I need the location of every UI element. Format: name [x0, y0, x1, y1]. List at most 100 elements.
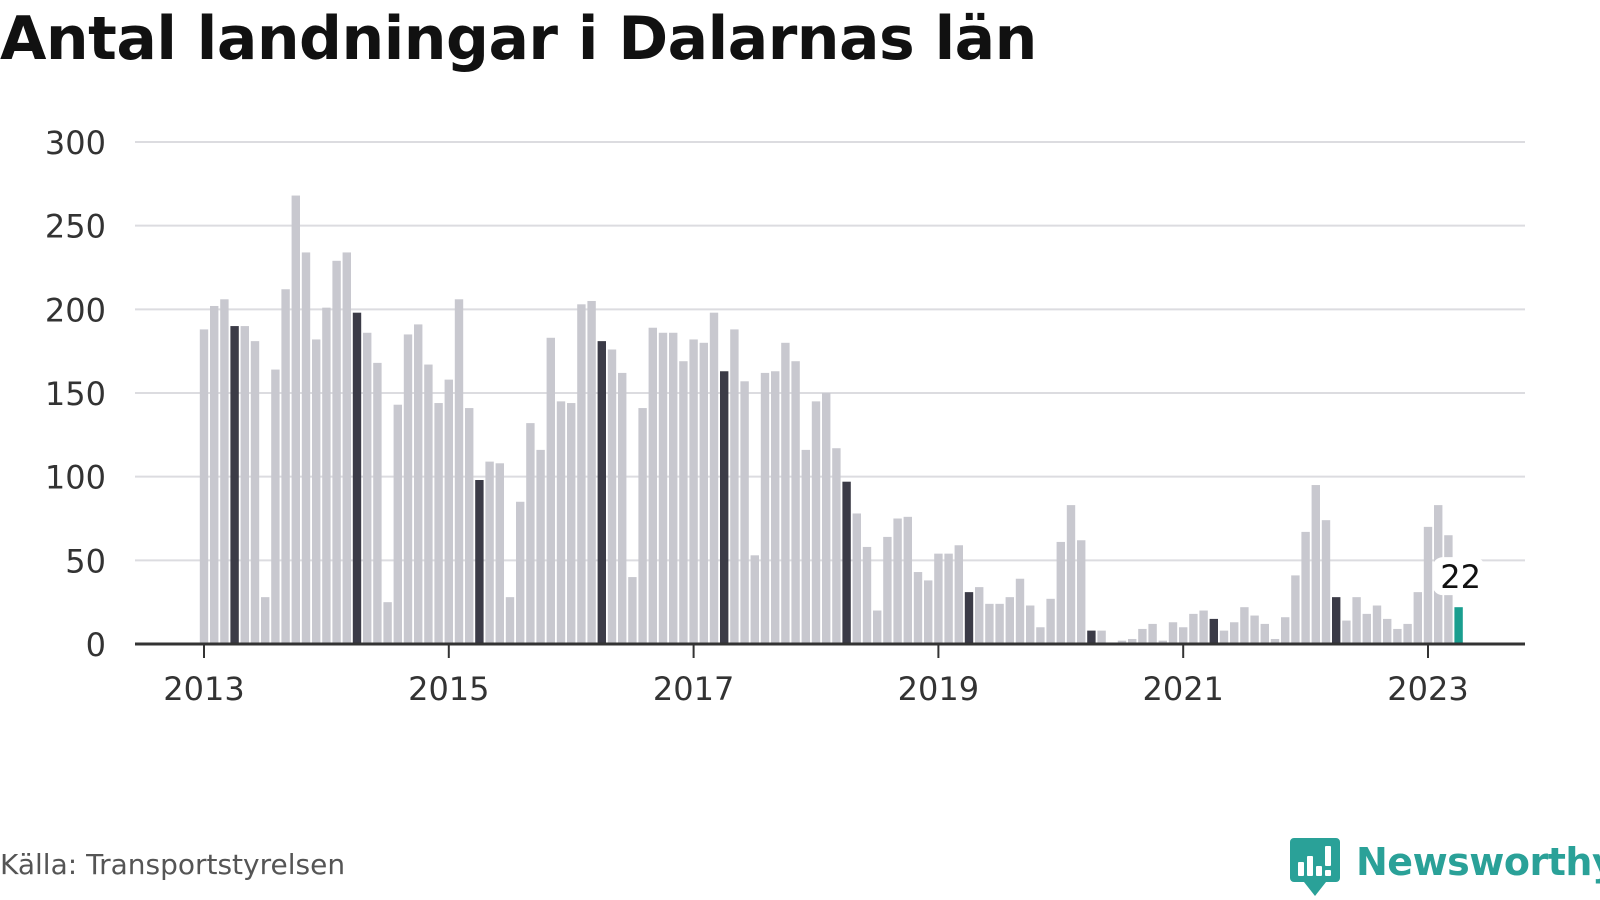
y-tick-label: 200 [45, 291, 106, 329]
bar [903, 516, 912, 644]
y-axis-ticks: 0 50 100 150 200 250 300 [45, 124, 106, 664]
bar [618, 372, 627, 644]
x-tick-label: 2015 [408, 670, 489, 708]
bar [444, 379, 453, 644]
bar [801, 449, 810, 644]
bar [1403, 623, 1412, 644]
bar [465, 408, 474, 644]
bar [1117, 640, 1127, 644]
bar [1148, 623, 1157, 644]
bar [1423, 526, 1433, 644]
bar [230, 326, 239, 644]
bar [709, 312, 719, 644]
bar [893, 518, 902, 644]
bar [383, 602, 392, 644]
bar [1260, 623, 1269, 644]
x-tick-label: 2021 [1142, 670, 1223, 708]
bar [577, 304, 586, 644]
bar [913, 572, 923, 644]
bar [1270, 638, 1280, 644]
bar [750, 555, 759, 644]
bar [261, 597, 270, 644]
y-tick-label: 150 [45, 375, 106, 413]
bar [424, 364, 433, 644]
bar [771, 371, 780, 644]
bar [516, 501, 525, 644]
newsworthy-brand: Newsworthy [1290, 838, 1600, 898]
bar [281, 289, 290, 644]
bar [638, 408, 647, 644]
brand-name: Newsworthy [1356, 840, 1600, 884]
bar [1199, 610, 1208, 644]
y-tick-label: 0 [86, 626, 106, 664]
latest-value-label: 22 [1440, 558, 1481, 596]
latest-value-callout: 22 [1432, 557, 1485, 596]
bar [1230, 622, 1239, 644]
bar [312, 339, 321, 644]
bar [1036, 627, 1045, 644]
y-tick-label: 300 [45, 124, 106, 162]
bar [1342, 620, 1351, 644]
bar [505, 597, 515, 644]
bar [556, 401, 566, 644]
bar [220, 299, 229, 644]
bar [363, 332, 372, 644]
bar [403, 334, 413, 644]
bar [1362, 613, 1371, 644]
y-tick-label: 250 [45, 208, 106, 246]
bar [567, 403, 576, 644]
bar [679, 361, 688, 644]
bar [924, 580, 933, 644]
bar [944, 553, 953, 644]
bar [1332, 597, 1341, 644]
bar [699, 342, 708, 644]
bar [689, 339, 698, 644]
bar [852, 513, 861, 644]
bar [1066, 505, 1076, 644]
bar [210, 305, 219, 644]
bar [1383, 618, 1392, 644]
bar [199, 329, 209, 644]
bar [271, 369, 280, 644]
bar [1005, 597, 1014, 644]
bar [1311, 485, 1320, 644]
bar [1168, 622, 1178, 644]
bar [393, 404, 402, 644]
bar [781, 342, 790, 644]
bar [1393, 628, 1402, 644]
bar [720, 371, 729, 644]
x-axis-ticks: 2013 2015 2017 2019 2021 2023 [163, 644, 1469, 708]
bar [1158, 640, 1167, 644]
bar [648, 327, 657, 644]
bar [301, 252, 311, 644]
bar [873, 610, 882, 644]
bar [628, 577, 637, 644]
bar [832, 448, 841, 644]
latest-value-bg [1432, 557, 1485, 596]
bar [975, 587, 984, 644]
bar [791, 361, 800, 644]
bar [1189, 613, 1198, 644]
bar [1291, 575, 1300, 644]
bar [291, 195, 300, 645]
bar [495, 463, 504, 644]
bar [1250, 615, 1259, 644]
bar [322, 307, 331, 644]
bar [1087, 630, 1096, 644]
bar [954, 545, 963, 644]
bar [526, 423, 535, 644]
bar [536, 449, 545, 644]
bar [1026, 605, 1035, 644]
bar [434, 403, 443, 644]
bar [1209, 618, 1218, 644]
bar [485, 461, 494, 644]
bar [862, 546, 872, 644]
bar [607, 349, 617, 644]
bar [373, 362, 382, 644]
bar [760, 372, 770, 644]
bar [475, 480, 484, 644]
bar [1454, 607, 1463, 644]
bar [1352, 597, 1361, 644]
bar [1219, 630, 1229, 644]
bar [332, 260, 341, 644]
